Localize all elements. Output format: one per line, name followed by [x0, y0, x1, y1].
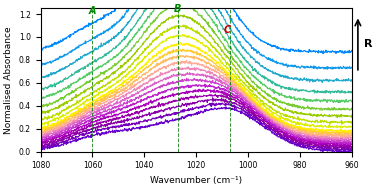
Text: A: A — [89, 6, 96, 16]
Text: R: R — [364, 39, 373, 49]
Text: B: B — [174, 4, 182, 14]
Text: C: C — [224, 25, 231, 35]
Y-axis label: Normalised Absorbance: Normalised Absorbance — [4, 26, 13, 134]
X-axis label: Wavenumber (cm⁻¹): Wavenumber (cm⁻¹) — [150, 176, 242, 185]
